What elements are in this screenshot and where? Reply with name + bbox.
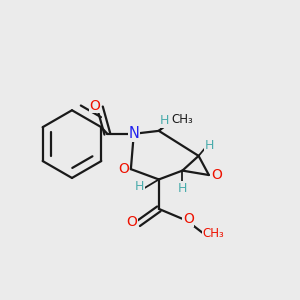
Text: O: O bbox=[183, 212, 194, 226]
Text: H: H bbox=[160, 114, 169, 127]
Text: H: H bbox=[205, 139, 214, 152]
Text: O: O bbox=[89, 99, 100, 113]
Text: O: O bbox=[118, 162, 129, 176]
Text: CH₃: CH₃ bbox=[202, 227, 224, 240]
Text: CH₃: CH₃ bbox=[171, 113, 193, 127]
Text: H: H bbox=[178, 182, 187, 195]
Text: H: H bbox=[135, 180, 144, 193]
Text: O: O bbox=[126, 215, 137, 229]
Text: N: N bbox=[128, 126, 139, 141]
Text: O: O bbox=[212, 168, 223, 182]
